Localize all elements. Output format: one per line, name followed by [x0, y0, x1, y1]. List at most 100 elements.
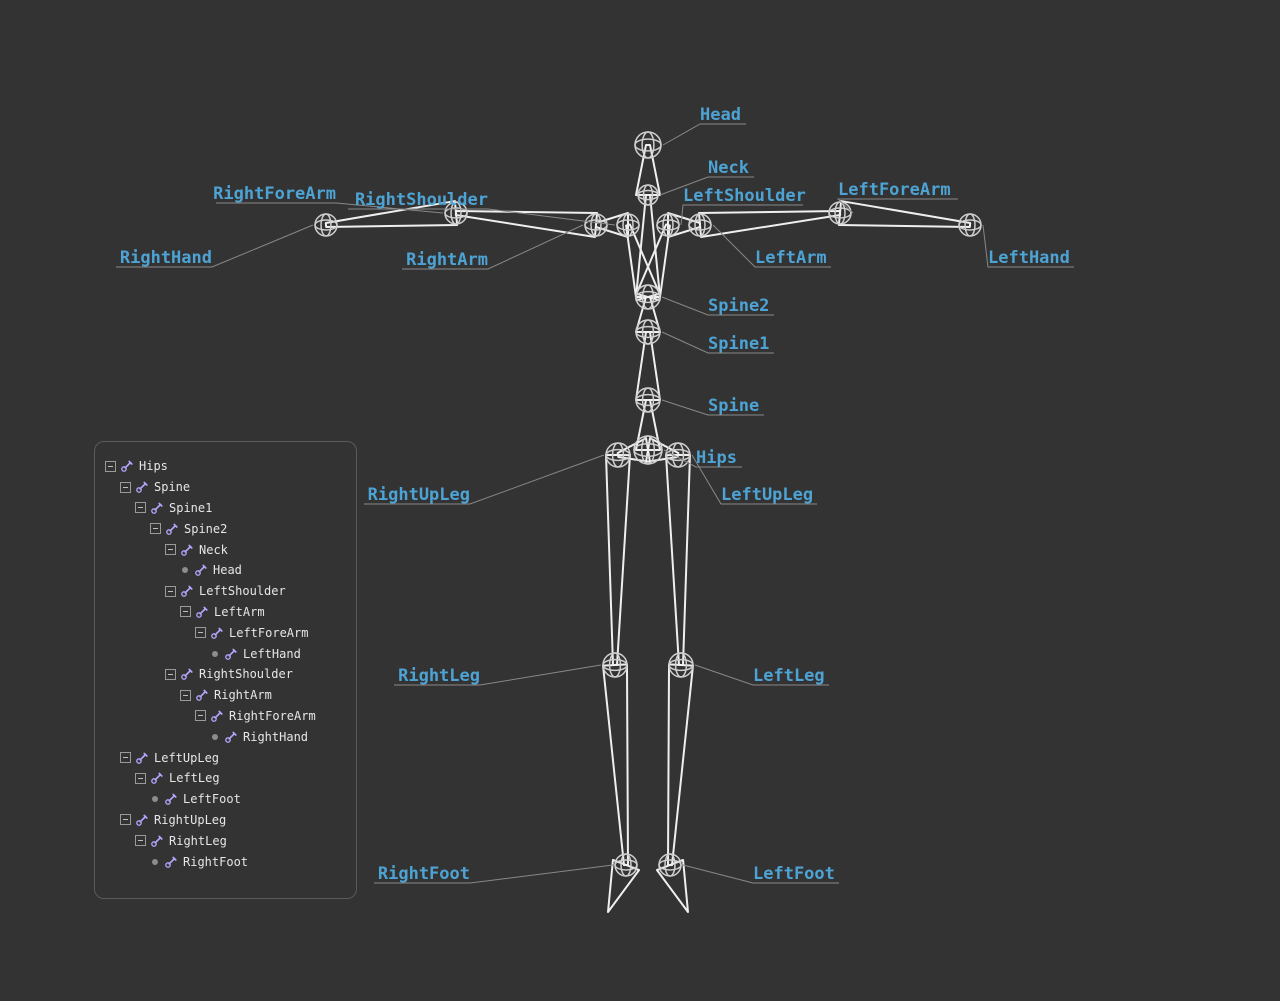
tree-toggle[interactable]	[120, 752, 131, 763]
leader-spine2	[662, 297, 774, 315]
tree-node-label: LeftShoulder	[199, 584, 286, 598]
tree-node-label: LeftLeg	[169, 771, 220, 785]
tree-toggle[interactable]	[195, 627, 206, 638]
tree-toggle[interactable]	[135, 773, 146, 784]
tree-row-rightleg[interactable]: RightLeg	[105, 830, 346, 851]
tree-row-rightshoulder[interactable]: RightShoulder	[105, 664, 346, 685]
tree-node-label: RightFoot	[183, 855, 248, 869]
tree-leaf-dot	[152, 859, 158, 865]
tree-row-rightfoot[interactable]: RightFoot	[105, 851, 346, 872]
tree-row-leftupleg[interactable]: LeftUpLeg	[105, 747, 346, 768]
bone-icon	[135, 813, 149, 827]
tree-row-lefthand[interactable]: LeftHand	[105, 643, 346, 664]
tree-row-righthand[interactable]: RightHand	[105, 726, 346, 747]
tree-node-label: LeftHand	[243, 647, 301, 661]
bone-leftleg-leftfoot	[668, 664, 693, 865]
tree-toggle[interactable]	[135, 502, 146, 513]
tree-leaf-dot	[212, 651, 218, 657]
tree-node-label: Spine1	[169, 501, 212, 515]
bone-icon	[164, 792, 178, 806]
bone-leftarm-leftforearm	[699, 211, 840, 237]
tree-node-label: RightShoulder	[199, 667, 293, 681]
bone-icon	[150, 834, 164, 848]
bone-spine-spine1	[636, 332, 660, 400]
bone-icon	[150, 501, 164, 515]
tree-row-rightarm[interactable]: RightArm	[105, 685, 346, 706]
leader-rightfoot	[374, 865, 613, 883]
tree-row-spine1[interactable]: Spine1	[105, 498, 346, 519]
bone-leftupleg-leftleg	[666, 455, 690, 665]
tree-toggle[interactable]	[180, 690, 191, 701]
tree-toggle[interactable]	[165, 669, 176, 680]
tree-node-label: Neck	[199, 543, 228, 557]
bone-rightforearm-righthand	[326, 201, 457, 227]
hierarchy-tree: Hips Spine Spine1 Spine2 Neck Head LeftS…	[105, 456, 346, 872]
tree-leaf-dot	[212, 734, 218, 740]
leader-leftfoot	[683, 865, 839, 883]
tree-toggle[interactable]	[120, 482, 131, 493]
hierarchy-panel: Hips Spine Spine1 Spine2 Neck Head LeftS…	[94, 441, 357, 899]
leader-neck	[660, 177, 754, 195]
leader-rightleg	[394, 665, 601, 685]
tree-node-label: Spine	[154, 480, 190, 494]
tree-row-leftarm[interactable]: LeftArm	[105, 602, 346, 623]
tree-toggle[interactable]	[165, 544, 176, 555]
tree-toggle[interactable]	[180, 606, 191, 617]
bone-icon	[164, 855, 178, 869]
tree-node-label: LeftFoot	[183, 792, 241, 806]
tree-row-leftleg[interactable]: LeftLeg	[105, 768, 346, 789]
tree-row-spine2[interactable]: Spine2	[105, 518, 346, 539]
bone-icon	[150, 771, 164, 785]
leader-rightupleg	[364, 455, 604, 504]
tree-toggle[interactable]	[165, 586, 176, 597]
leader-leftupleg	[692, 455, 817, 504]
bone-icon	[210, 626, 224, 640]
tree-node-label: Spine2	[184, 522, 227, 536]
tree-toggle[interactable]	[195, 710, 206, 721]
tree-row-rightforearm[interactable]: RightForeArm	[105, 706, 346, 727]
leader-righthand	[116, 225, 313, 267]
stage: Head Neck LeftShoulder LeftArm LeftForeArm Le…	[0, 0, 1280, 997]
tree-leaf-dot	[152, 796, 158, 802]
tree-row-leftshoulder[interactable]: LeftShoulder	[105, 581, 346, 602]
bone-icon	[224, 730, 238, 744]
tree-row-hips[interactable]: Hips	[105, 456, 346, 477]
leader-spine	[662, 400, 764, 415]
tree-toggle[interactable]	[150, 523, 161, 534]
leader-head	[663, 124, 746, 145]
bone-icon	[165, 522, 179, 536]
tree-row-head[interactable]: Head	[105, 560, 346, 581]
tree-row-leftfoot[interactable]: LeftFoot	[105, 789, 346, 810]
tree-node-label: Head	[213, 563, 242, 577]
tree-toggle[interactable]	[105, 461, 116, 472]
bone-rightleg-rightfoot	[603, 664, 628, 865]
bone-icon	[180, 667, 194, 681]
tree-row-rightupleg[interactable]: RightUpLeg	[105, 810, 346, 831]
bone-icon	[195, 688, 209, 702]
tree-node-label: RightArm	[214, 688, 272, 702]
tree-node-label: Hips	[139, 459, 168, 473]
bone-neck-head	[636, 145, 660, 195]
tree-toggle[interactable]	[135, 835, 146, 846]
bone-icon	[224, 647, 238, 661]
tree-leaf-dot	[182, 567, 188, 573]
leader-spine1	[662, 332, 774, 353]
bone-icon	[135, 480, 149, 494]
tree-node-label: LeftUpLeg	[154, 751, 219, 765]
bone-rightarm-rightforearm	[456, 211, 597, 237]
bone-icon	[180, 543, 194, 557]
tree-toggle[interactable]	[120, 814, 131, 825]
leader-leftleg	[695, 665, 829, 685]
tree-node-label: RightHand	[243, 730, 308, 744]
bone-icon	[194, 563, 208, 577]
tree-node-label: LeftArm	[214, 605, 265, 619]
bone-icon	[195, 605, 209, 619]
leader-lefthand	[983, 225, 1074, 267]
tree-row-neck[interactable]: Neck	[105, 539, 346, 560]
bone-icon	[180, 584, 194, 598]
tree-row-spine[interactable]: Spine	[105, 477, 346, 498]
tree-node-label: RightUpLeg	[154, 813, 226, 827]
bone-rightupleg-rightleg	[606, 455, 630, 665]
tree-row-leftforearm[interactable]: LeftForeArm	[105, 622, 346, 643]
bone-icon	[135, 751, 149, 765]
